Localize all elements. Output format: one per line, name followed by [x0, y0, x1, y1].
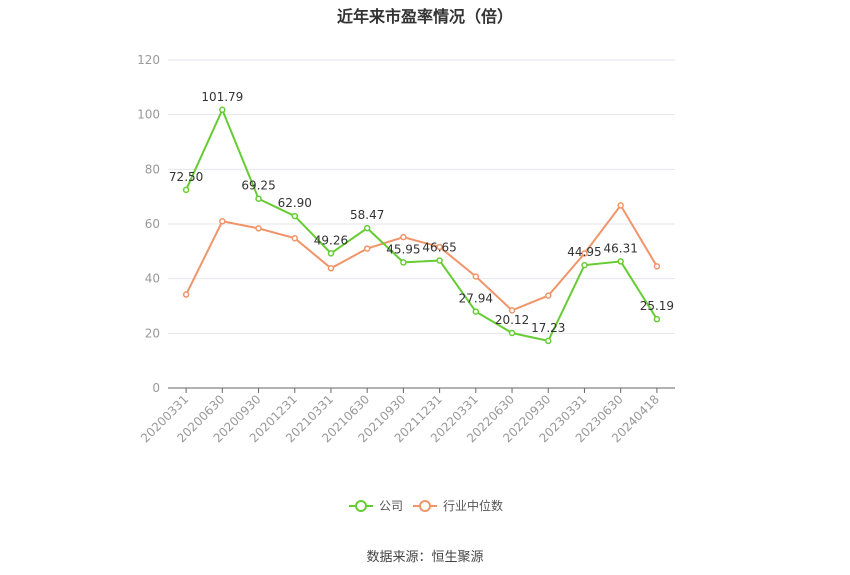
data-label: 49.26 — [314, 233, 348, 247]
y-tick-label: 60 — [145, 217, 160, 231]
data-label: 17.23 — [531, 321, 565, 335]
data-label: 62.90 — [278, 196, 312, 210]
company-point — [545, 337, 552, 345]
industry-series-line — [185, 203, 658, 312]
industry-point — [508, 307, 516, 314]
industry-point — [291, 234, 298, 242]
industry-point — [472, 273, 480, 280]
y-tick-label: 80 — [145, 162, 160, 176]
company-point — [400, 259, 407, 266]
data-label: 45.95 — [386, 242, 420, 256]
source-note: 数据来源：恒生聚源 — [366, 550, 484, 565]
data-label: 27.94 — [459, 292, 493, 306]
company-point — [508, 329, 516, 337]
industry-point — [545, 292, 552, 299]
y-tick-label: 120 — [137, 53, 160, 67]
y-tick-label: 40 — [145, 272, 160, 286]
legend-label: 公司 — [379, 499, 403, 513]
y-tick-label: 20 — [145, 326, 160, 340]
series-lines — [182, 106, 661, 345]
chart-title: 近年来市盈率情况（倍） — [336, 7, 513, 26]
data-label: 20.12 — [495, 313, 529, 327]
grid-lines — [168, 59, 675, 334]
company-point — [581, 261, 588, 269]
company-point — [327, 250, 335, 257]
company-point — [472, 308, 480, 315]
industry-point — [581, 250, 588, 257]
data-label: 44.95 — [567, 245, 601, 259]
industry-point — [219, 218, 226, 225]
legend-item-industry[interactable]: 行业中位数 — [413, 498, 503, 513]
y-tick-label: 0 — [152, 381, 160, 395]
legend[interactable]: 公司 行业中位数 — [349, 498, 503, 513]
data-label: 46.31 — [603, 241, 637, 255]
data-label: 69.25 — [241, 179, 275, 193]
company-point — [255, 195, 262, 202]
industry-point — [255, 225, 262, 232]
legend-label: 行业中位数 — [443, 498, 503, 513]
data-label: 46.65 — [422, 240, 456, 254]
industry-point — [653, 263, 661, 270]
data-label: 25.19 — [640, 299, 674, 313]
company-point — [219, 106, 226, 114]
legend-item-company[interactable]: 公司 — [349, 499, 403, 513]
legend-circle-marker — [355, 500, 367, 512]
legend-circle-marker — [419, 500, 431, 512]
company-series-line — [185, 107, 658, 343]
company-point — [617, 258, 624, 265]
industry-point — [327, 265, 335, 272]
data-label: 58.47 — [350, 208, 384, 222]
company-point — [436, 257, 443, 264]
company-point — [363, 224, 371, 232]
data-label: 72.50 — [169, 170, 203, 184]
industry-point — [436, 243, 443, 251]
industry-point — [617, 202, 624, 209]
y-tick-label: 100 — [137, 108, 160, 122]
industry-point — [182, 291, 190, 298]
industry-point — [363, 245, 371, 252]
company-point — [182, 186, 190, 194]
company-point — [653, 315, 661, 323]
data-label: 101.79 — [201, 90, 243, 104]
company-point — [291, 212, 298, 220]
industry-point — [400, 233, 407, 241]
